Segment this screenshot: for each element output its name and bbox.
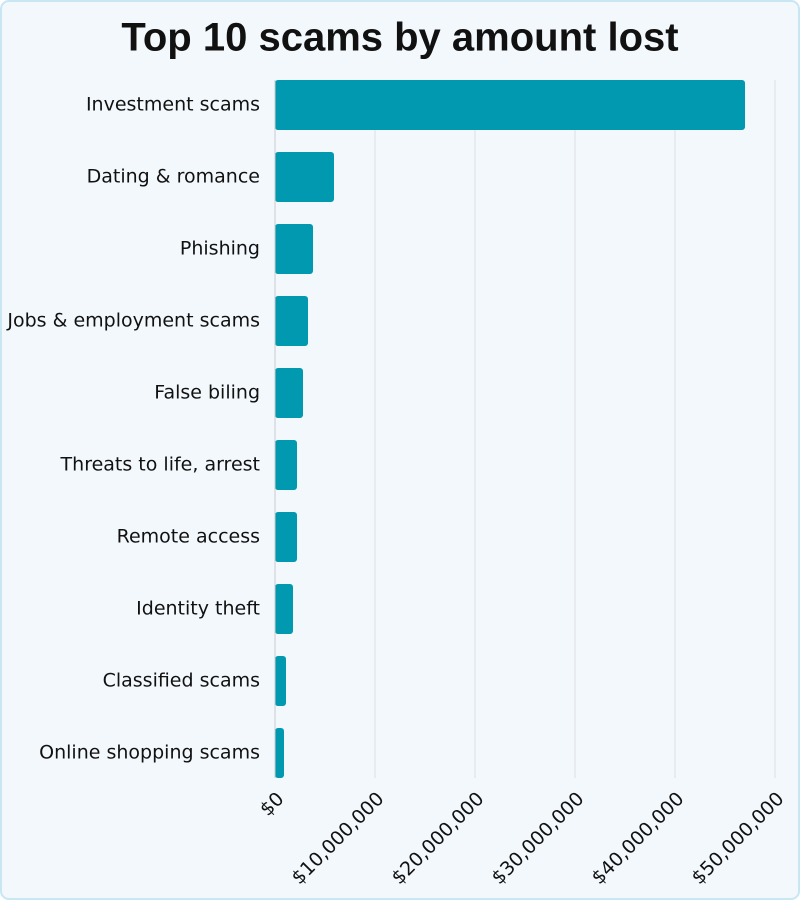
y-tick-label: Identity theft bbox=[136, 598, 260, 620]
bar bbox=[275, 656, 286, 706]
y-tick-label: Online shopping scams bbox=[39, 742, 260, 764]
bar bbox=[275, 512, 297, 562]
bar bbox=[275, 728, 284, 778]
y-tick-label: Jobs & employment scams bbox=[6, 310, 260, 332]
bar bbox=[275, 440, 297, 490]
y-tick-label: False biling bbox=[154, 382, 260, 404]
bar bbox=[275, 368, 303, 418]
y-tick-label: Phishing bbox=[180, 238, 260, 260]
bar bbox=[275, 80, 745, 130]
y-tick-label: Dating & romance bbox=[87, 166, 260, 188]
bar bbox=[275, 584, 293, 634]
bar bbox=[275, 224, 313, 274]
y-tick-label: Remote access bbox=[117, 526, 260, 548]
bar bbox=[275, 152, 334, 202]
bar bbox=[275, 296, 308, 346]
y-tick-label: Investment scams bbox=[86, 94, 260, 116]
y-tick-label: Classified scams bbox=[103, 670, 260, 692]
chart-title: Top 10 scams by amount lost bbox=[121, 16, 678, 60]
y-tick-label: Threats to life, arrest bbox=[60, 454, 260, 476]
